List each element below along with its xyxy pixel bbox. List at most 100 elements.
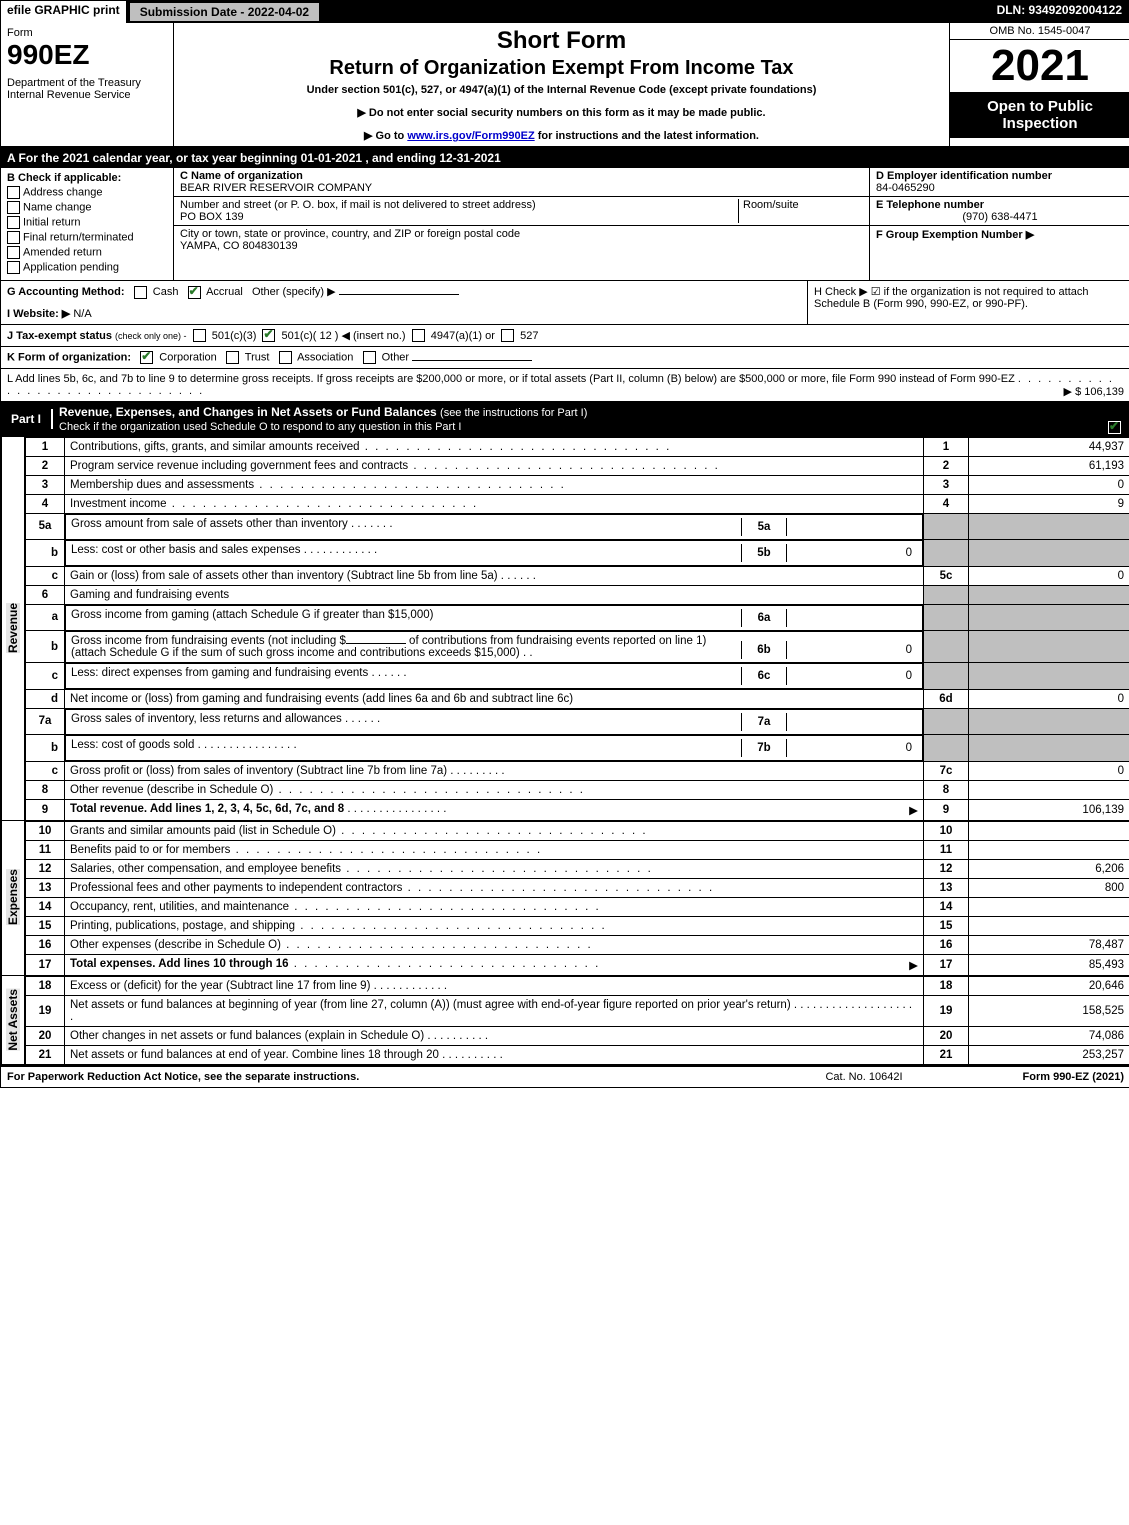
- desc-21: Net assets or fund balances at end of ye…: [65, 1045, 924, 1064]
- chk-501c[interactable]: [262, 329, 275, 342]
- num-19: 19: [924, 995, 969, 1026]
- dln-number: DLN: 93492092004122: [989, 1, 1129, 23]
- line-l: L Add lines 5b, 6c, and 7b to line 9 to …: [1, 369, 1129, 402]
- g-other-blank: [339, 294, 459, 295]
- chk-cash[interactable]: [134, 286, 147, 299]
- val-15: [969, 916, 1129, 935]
- ln-5c: c: [26, 566, 65, 585]
- desc-7b: Less: cost of goods sold . . . . . . . .…: [65, 735, 923, 761]
- c-name-label: C Name of organization: [180, 170, 303, 182]
- val-7a-shade: [969, 708, 1129, 735]
- desc-6d: Net income or (loss) from gaming and fun…: [65, 689, 924, 708]
- num-6-shade: [924, 585, 969, 604]
- mid-7b: 7b: [741, 739, 786, 757]
- chk-527[interactable]: [501, 329, 514, 342]
- val-5b-shade: [969, 540, 1129, 567]
- submission-date: Submission Date - 2022-04-02: [128, 1, 321, 23]
- ln-4: 4: [26, 494, 65, 513]
- num-4: 4: [924, 494, 969, 513]
- num-11: 11: [924, 840, 969, 859]
- section-b: B Check if applicable: Address change Na…: [1, 168, 174, 280]
- chk-other-org[interactable]: [363, 351, 376, 364]
- opt-application-pending: Application pending: [23, 261, 119, 273]
- midval-7b: 0: [786, 739, 917, 757]
- form-label: Form: [7, 27, 167, 39]
- desc-4: Investment income: [65, 494, 924, 513]
- chk-accrual[interactable]: [188, 286, 201, 299]
- irs-link[interactable]: www.irs.gov/Form990EZ: [407, 130, 534, 142]
- opt-name-change: Name change: [23, 201, 92, 213]
- mid-6a: 6a: [741, 609, 786, 627]
- ln-3: 3: [26, 475, 65, 494]
- val-16: 78,487: [969, 935, 1129, 954]
- num-3: 3: [924, 475, 969, 494]
- ln-6c: c: [26, 663, 65, 690]
- num-5c: 5c: [924, 566, 969, 585]
- netassets-side-label: Net Assets: [1, 976, 25, 1065]
- short-form-title: Short Form: [180, 27, 943, 55]
- val-6a-shade: [969, 604, 1129, 631]
- part-i-tag: Part I: [1, 409, 53, 429]
- omb-number: OMB No. 1545-0047: [950, 23, 1129, 40]
- val-11: [969, 840, 1129, 859]
- chk-application-pending[interactable]: Application pending: [7, 261, 167, 274]
- midval-5b: 0: [786, 544, 917, 562]
- section-b-c-d: B Check if applicable: Address change Na…: [1, 168, 1129, 281]
- chk-amended-return[interactable]: Amended return: [7, 246, 167, 259]
- i-label: I Website: ▶: [7, 308, 70, 320]
- ln-11: 11: [26, 840, 65, 859]
- chk-address-change[interactable]: Address change: [7, 186, 167, 199]
- expenses-section: Expenses 10Grants and similar amounts pa…: [1, 821, 1129, 976]
- footer-left: For Paperwork Reduction Act Notice, see …: [7, 1071, 825, 1083]
- ln-2: 2: [26, 456, 65, 475]
- num-21: 21: [924, 1045, 969, 1064]
- j-label: J Tax-exempt status: [7, 330, 112, 342]
- ln-7c: c: [26, 761, 65, 780]
- opt-final-return: Final return/terminated: [23, 231, 134, 243]
- form-number: 990EZ: [7, 39, 167, 71]
- desc-6: Gaming and fundraising events: [65, 585, 924, 604]
- section-d-e-f: D Employer identification number 84-0465…: [869, 168, 1129, 280]
- val-17: 85,493: [969, 954, 1129, 975]
- part-i-title-text: Revenue, Expenses, and Changes in Net As…: [59, 405, 437, 419]
- chk-association[interactable]: [279, 351, 292, 364]
- netassets-label-text: Net Assets: [6, 989, 20, 1051]
- num-5a-shade: [924, 513, 969, 540]
- chk-name-change[interactable]: Name change: [7, 201, 167, 214]
- desc-7a: Gross sales of inventory, less returns a…: [65, 709, 923, 735]
- part-i-sub: (see the instructions for Part I): [440, 407, 587, 419]
- midval-6a: [786, 609, 917, 627]
- g-label: G Accounting Method:: [7, 286, 125, 298]
- line-j: J Tax-exempt status (check only one) - 5…: [1, 325, 1129, 348]
- num-18: 18: [924, 976, 969, 995]
- desc-3: Membership dues and assessments: [65, 475, 924, 494]
- desc-10: Grants and similar amounts paid (list in…: [65, 821, 924, 840]
- num-2: 2: [924, 456, 969, 475]
- desc-5c: Gain or (loss) from sale of assets other…: [65, 566, 924, 585]
- chk-4947[interactable]: [412, 329, 425, 342]
- val-4: 9: [969, 494, 1129, 513]
- midval-5a: [786, 518, 917, 536]
- chk-final-return[interactable]: Final return/terminated: [7, 231, 167, 244]
- chk-initial-return[interactable]: Initial return: [7, 216, 167, 229]
- k-corp: Corporation: [159, 352, 216, 364]
- chk-501c3[interactable]: [193, 329, 206, 342]
- num-7c: 7c: [924, 761, 969, 780]
- num-10: 10: [924, 821, 969, 840]
- revenue-section: Revenue 1Contributions, gifts, grants, a…: [1, 437, 1129, 821]
- d-label: D Employer identification number: [876, 170, 1052, 182]
- part-i-title: Revenue, Expenses, and Changes in Net As…: [53, 402, 1129, 436]
- ln-1: 1: [26, 437, 65, 456]
- form-subtitle: Under section 501(c), 527, or 4947(a)(1)…: [180, 84, 943, 96]
- department-label: Department of the Treasury Internal Reve…: [7, 77, 167, 101]
- mid-6b: 6b: [741, 641, 786, 659]
- c-city-label: City or town, state or province, country…: [180, 228, 520, 240]
- num-6a-shade: [924, 604, 969, 631]
- chk-trust[interactable]: [226, 351, 239, 364]
- ln-14: 14: [26, 897, 65, 916]
- chk-corporation[interactable]: [140, 351, 153, 364]
- chk-schedule-o[interactable]: [1108, 421, 1121, 434]
- val-19: 158,525: [969, 995, 1129, 1026]
- ln-12: 12: [26, 859, 65, 878]
- g-accrual: Accrual: [206, 286, 243, 298]
